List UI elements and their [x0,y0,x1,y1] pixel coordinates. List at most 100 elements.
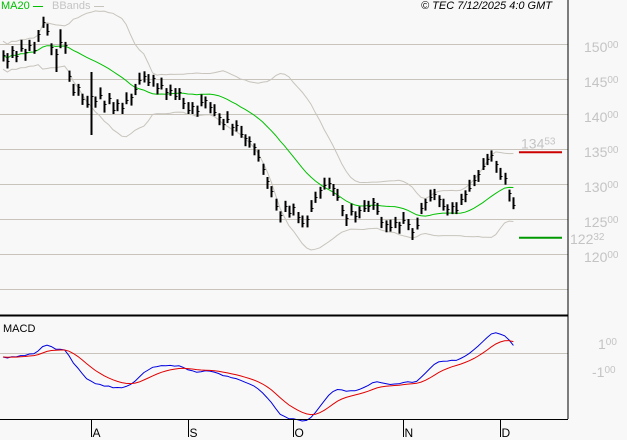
price-bar [156,83,160,95]
support-label: 12232 [570,231,605,247]
legend-bbands: BBands [52,0,104,13]
price-bar [64,41,68,54]
x-tick-label: N [405,426,414,440]
price-bar [240,125,244,138]
legend-ma20-swatch [32,5,43,7]
price-bar [301,215,305,228]
price-bar [270,186,274,198]
price-bar [24,48,28,61]
y-tick-label: 14500 [584,74,619,90]
price-bar [2,50,6,62]
x-tick-label: S [190,426,198,440]
price-bar [363,200,367,212]
y-tick-label: 12500 [584,214,619,230]
price-bar [358,206,362,219]
x-tick-label: D [502,426,511,440]
macd-title: MACD [3,323,35,335]
price-bar [174,88,178,100]
price-bar [314,191,318,203]
price-bar [33,41,37,54]
price-bar [213,104,217,117]
price-bar [367,200,371,212]
price-bar [99,87,103,100]
price-bar [389,219,393,232]
price-bar [266,177,270,189]
y-tick-label: 12000 [584,249,619,265]
price-bar [130,93,134,106]
price-bar [204,96,208,109]
price-bar [112,102,116,114]
bband-upper [2,10,514,200]
price-bar [187,102,191,114]
price-bar [77,83,81,96]
legend-bbands-swatch [93,5,104,7]
price-bar [191,102,195,114]
y-tick-label: 15000 [584,39,619,55]
price-bar [15,51,19,63]
price-bar [160,77,164,90]
price-bar [376,202,380,215]
ma20-line [2,45,514,217]
price-bar [310,200,314,212]
price-bar [257,149,261,162]
price-bar [482,158,486,170]
price-bar [464,190,468,203]
price-bar [103,100,107,113]
price-bar [495,160,499,173]
price-bar [200,94,204,107]
price-bar [138,72,142,85]
price-bar [222,118,226,131]
price-bar [218,113,222,126]
price-bar [336,188,340,201]
price-bar [394,216,398,229]
price-bar [134,83,138,96]
price-bar [455,202,459,215]
price-bar [147,74,151,86]
price-bar [248,136,252,148]
ma20-path [2,45,514,217]
price-bar [473,174,477,187]
signal-line [2,340,514,416]
legend-ma20: MA20 [1,0,43,13]
price-bar [508,189,512,202]
macd-y-tick-label: 100 [598,336,617,352]
y-tick-label: 14000 [584,109,619,125]
price-bar [416,217,420,230]
x-tick-label: O [295,426,304,440]
price-bar [319,186,323,199]
price-bar [235,120,239,132]
copyright-timestamp: © TEC 7/12/2025 4:0 GMT [421,0,552,12]
y-tick-label: 13000 [584,179,619,195]
price-bar [50,43,54,56]
price-levels: 13453 12232 [519,135,605,247]
price-bar [345,214,349,226]
price-bar [11,46,15,58]
price-bar [486,153,490,166]
price-y-axis: 15000 14500 14000 13500 13000 12500 12000 [584,39,619,265]
price-bar [292,203,296,216]
price-bar [354,211,358,223]
price-bar [169,84,173,96]
price-bar [380,216,384,229]
price-bar [182,97,186,110]
price-bar [231,123,235,136]
price-bar [429,189,433,202]
price-bar [398,221,402,234]
price-bar [341,205,345,217]
price-bar [279,211,283,223]
price-bar [407,219,411,231]
price-bar [178,88,182,100]
price-bar [165,88,169,100]
price-bar [446,204,450,216]
price-bar [499,167,503,180]
price-bar [81,93,85,105]
price-bar [306,215,310,228]
macd-y-tick-label: -100 [592,364,616,380]
price-bar [59,29,63,49]
resistance-label: 13453 [521,135,556,151]
price-bar [253,143,257,156]
price-bar [90,72,94,135]
price-bar [116,99,120,112]
legend-ma20-label: MA20 [1,0,30,12]
price-bar [262,163,266,175]
